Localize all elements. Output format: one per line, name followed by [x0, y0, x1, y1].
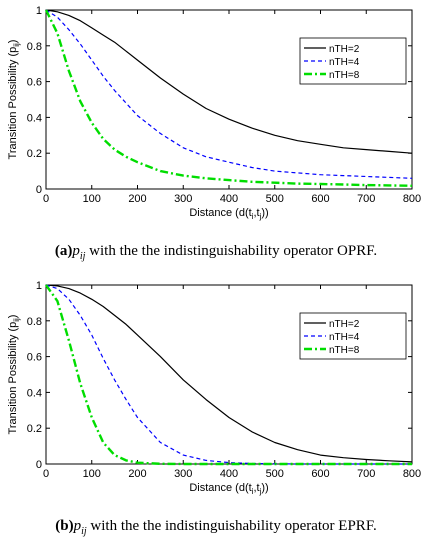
- legend-label: nTH=8: [329, 70, 360, 81]
- y-tick-label: 1: [36, 280, 42, 292]
- chart-panel-b: 0 100 200 300 400 500 600 700 800 0 0.2 0.4 0.6 0.8 1 n…: [0, 275, 432, 550]
- legend-box: [299, 312, 407, 360]
- caption-b: (b)pij with the the indistinguishability…: [0, 518, 432, 537]
- x-tick-label: 0: [43, 468, 49, 480]
- legend: nTH=2 nTH=4 nTH=8: [299, 312, 407, 360]
- legend-label: nTH=8: [329, 345, 360, 356]
- series-line-nth8: [45, 284, 412, 466]
- series-line-nth4: [45, 284, 412, 465]
- caption-label: (b): [55, 518, 74, 534]
- x-tick-label: 400: [220, 193, 238, 205]
- chart-a: 0 100 200 300 400 500 600 700 800 0 0.2 0.4 0.6 0.8 1 n…: [7, 5, 421, 221]
- chart-b: 0 100 200 300 400 500 600 700 800 0 0.2 0.4 0.6 0.8 1 n…: [7, 280, 421, 496]
- caption-sub: ij: [79, 251, 86, 262]
- x-tick-label: 300: [174, 468, 192, 480]
- y-axis-label: Transition Possibility (pij): [7, 40, 21, 160]
- x-tick-label: 700: [357, 468, 375, 480]
- plot-frame: [45, 9, 413, 190]
- x-tick-label: 200: [128, 468, 146, 480]
- x-tick-label: 100: [83, 468, 101, 480]
- y-tick-label: 0.4: [27, 387, 42, 399]
- y-tick-label: 0.8: [27, 41, 42, 53]
- x-tick-label: 600: [311, 468, 329, 480]
- caption-sub: ij: [81, 526, 87, 537]
- x-axis-label: Distance (d(ti,tj)): [189, 482, 268, 496]
- legend-label: nTH=4: [329, 57, 360, 68]
- x-tick-label: 800: [403, 468, 421, 480]
- x-axis-label: Distance (d(ti,tj)): [189, 207, 268, 221]
- y-tick-label: 0: [36, 184, 42, 196]
- chart-panel-a: 0 100 200 300 400 500 600 700 800 0 0.2 0.4 0.6 0.8 1 n…: [0, 5, 432, 262]
- legend-label: nTH=4: [329, 332, 360, 343]
- y-tick-label: 0.2: [27, 423, 42, 435]
- x-tick-label: 400: [220, 468, 238, 480]
- x-tick-label: 100: [83, 193, 101, 205]
- y-tick-label: 1: [36, 5, 42, 17]
- legend-label: nTH=2: [329, 319, 360, 330]
- x-tick-label: 700: [357, 193, 375, 205]
- caption-label: (a): [54, 243, 73, 259]
- y-tick-label: 0: [36, 459, 42, 471]
- x-tick-label: 800: [403, 193, 421, 205]
- x-tick-label: 200: [128, 193, 146, 205]
- y-axis-label: Transition Possibility (pij): [7, 315, 21, 435]
- series-line-nth2: [45, 284, 413, 463]
- x-tick-label: 300: [174, 193, 192, 205]
- y-tick-label: 0.2: [27, 148, 42, 160]
- x-tick-label: 600: [311, 193, 329, 205]
- series-line-nth4: [45, 9, 413, 179]
- x-tick-label: 0: [43, 193, 49, 205]
- y-tick-label: 0.4: [27, 112, 42, 124]
- caption-text: with the the indistinguishability operat…: [86, 518, 377, 534]
- series-line-nth8: [44, 9, 413, 187]
- y-tick-label: 0.6: [27, 77, 42, 89]
- y-tick-label: 0.8: [27, 316, 42, 328]
- x-tick-label: 500: [266, 193, 284, 205]
- caption-a: (a)pij with the the indistinguishability…: [0, 243, 432, 262]
- y-tick-label: 0.6: [27, 352, 42, 364]
- legend: nTH=2 nTH=4 nTH=8: [299, 37, 407, 85]
- x-tick-label: 500: [266, 468, 284, 480]
- legend-box: [299, 37, 407, 85]
- caption-var: p: [72, 243, 80, 259]
- series-line-nth2: [45, 9, 413, 154]
- caption-var: p: [73, 518, 82, 534]
- caption-text: with the the indistinguishability operat…: [85, 243, 378, 259]
- legend-label: nTH=2: [329, 44, 360, 55]
